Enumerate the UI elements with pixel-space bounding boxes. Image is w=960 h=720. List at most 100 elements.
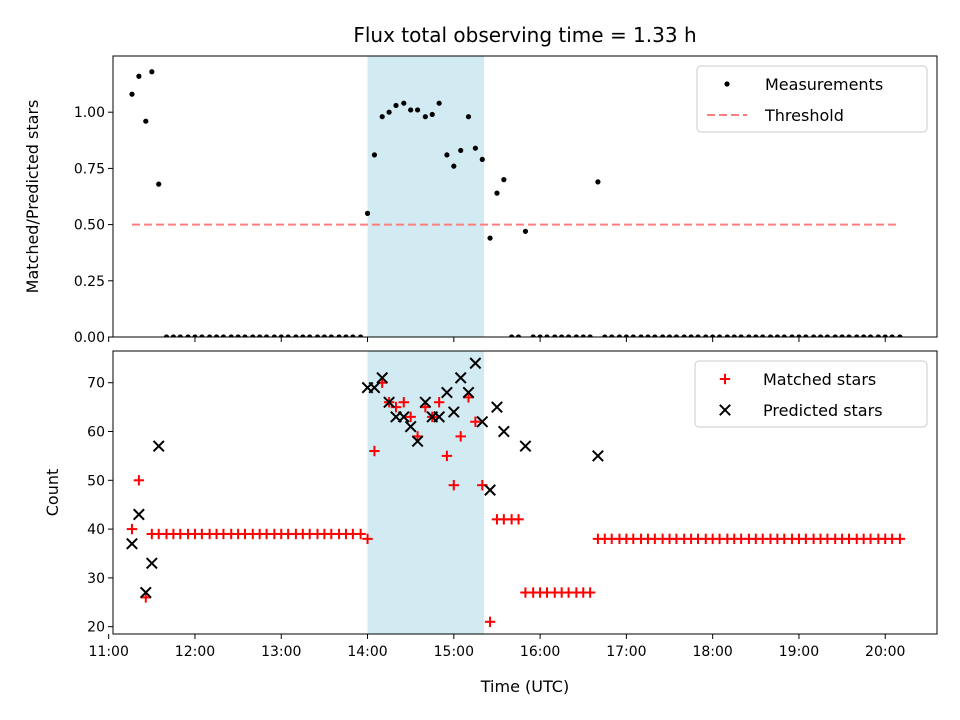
measurements-point [472,145,478,151]
measurements-point [358,334,364,337]
measurements-point [228,334,234,337]
legend-entry: Threshold [764,106,844,125]
axes-frame [112,55,938,338]
measurements-point [774,334,780,337]
measurements-point [645,334,651,337]
measurements-point [587,334,593,337]
axes-frame [112,350,938,635]
predicted-stars-point [152,440,165,453]
legend-entry: Predicted stars [763,401,883,420]
measurements-point [867,334,874,337]
measurements-point [854,334,860,337]
y-tick-label: 0.00 [74,330,105,346]
measurements-point [386,109,392,115]
matched-stars-point [894,533,906,545]
measurements-point [710,334,716,337]
matched-stars-point [133,475,145,486]
measurements-point [703,334,709,337]
x-tick-label: 17:00 [606,644,646,660]
x-tick-label: 20:00 [865,644,905,660]
measurements-point [501,177,507,183]
x-tick-label: 12:00 [175,644,215,660]
x-axis-label: Time (UTC) [480,677,569,696]
measurements-point [565,334,572,337]
measurements-point [731,334,737,337]
y-tick-label: 60 [87,425,105,441]
measurements-point [465,114,472,120]
x-tick-label: 13:00 [261,644,301,660]
measurements-point [811,334,817,337]
measurements-point [716,334,723,337]
legend-swatch [719,373,731,385]
measurements-point [861,334,867,337]
measurements-point [192,334,198,337]
matched-stars-point [369,445,380,457]
measurements-point [235,334,241,337]
matched-stars-point [405,411,416,423]
predicted-stars-point [126,537,138,550]
measurements-point [889,334,895,337]
y-tick-label: 70 [87,376,105,392]
measurements-point [875,334,881,337]
measurements-point [738,334,744,337]
measurements-point [897,334,903,337]
measurements-point [616,334,623,337]
measurements-point [681,334,687,337]
matched-stars-point [470,416,481,427]
matched-stars-point [126,523,138,535]
predicted-stars-point [132,508,145,521]
y-axis-label: Matched/Predicted stars [23,100,42,294]
measurements-point [451,163,457,169]
legend-swatch [724,81,730,87]
predicted-stars-point [469,357,482,370]
matched-stars-point [584,587,596,598]
measurements-point [300,334,306,337]
measurements-point [652,334,658,337]
measurements-point [753,334,759,337]
count-panel: 11:00 12:00 13:00 14:00 15:00 16:00 17:00 18:00… [43,350,938,660]
matched-stars-point [513,514,524,525]
measurements-point [458,147,464,154]
predicted-stars-point [447,406,460,418]
measurements-point [429,111,435,118]
matched-stars-point [448,479,460,491]
measurements-point [343,334,349,337]
measurements-point [522,228,529,234]
measurements-point [559,334,565,337]
measurements-point [401,100,407,106]
y-axis-label: Count [43,469,62,517]
measurements-point [602,334,608,337]
measurements-point [688,334,694,337]
measurements-point [609,334,615,337]
measurements-point [156,181,162,187]
predicted-stars-point [454,371,467,384]
measurements-point [824,334,831,337]
measurements-point [660,334,666,337]
measurements-point [143,118,149,124]
measurements-point [767,334,774,337]
predicted-stars-point [519,440,532,453]
predicted-stars-point [397,410,410,423]
measurements-point [314,334,321,337]
measurements-point [882,334,888,337]
measurements-point [573,334,579,337]
chart-title: Flux total observing time = 1.33 h [353,23,696,47]
legend: Measurements Threshold [696,65,928,133]
measurements-point [796,334,802,337]
measurements-point [436,100,442,106]
measurements-point [129,91,135,97]
measurements-point [293,334,299,337]
measurements-point [321,334,327,337]
measurements-point [623,334,629,337]
predicted-stars-point [462,386,475,399]
y-tick-label: 0.75 [74,161,105,177]
measurements-point [257,334,263,337]
measurements-point [207,334,213,337]
observing-span [367,56,485,337]
measurements-point [479,156,485,163]
measurements-point [328,334,334,337]
measurements-point [149,69,155,75]
measurements-point [666,334,673,337]
measurements-point [336,334,342,337]
measurements-point [393,102,399,109]
